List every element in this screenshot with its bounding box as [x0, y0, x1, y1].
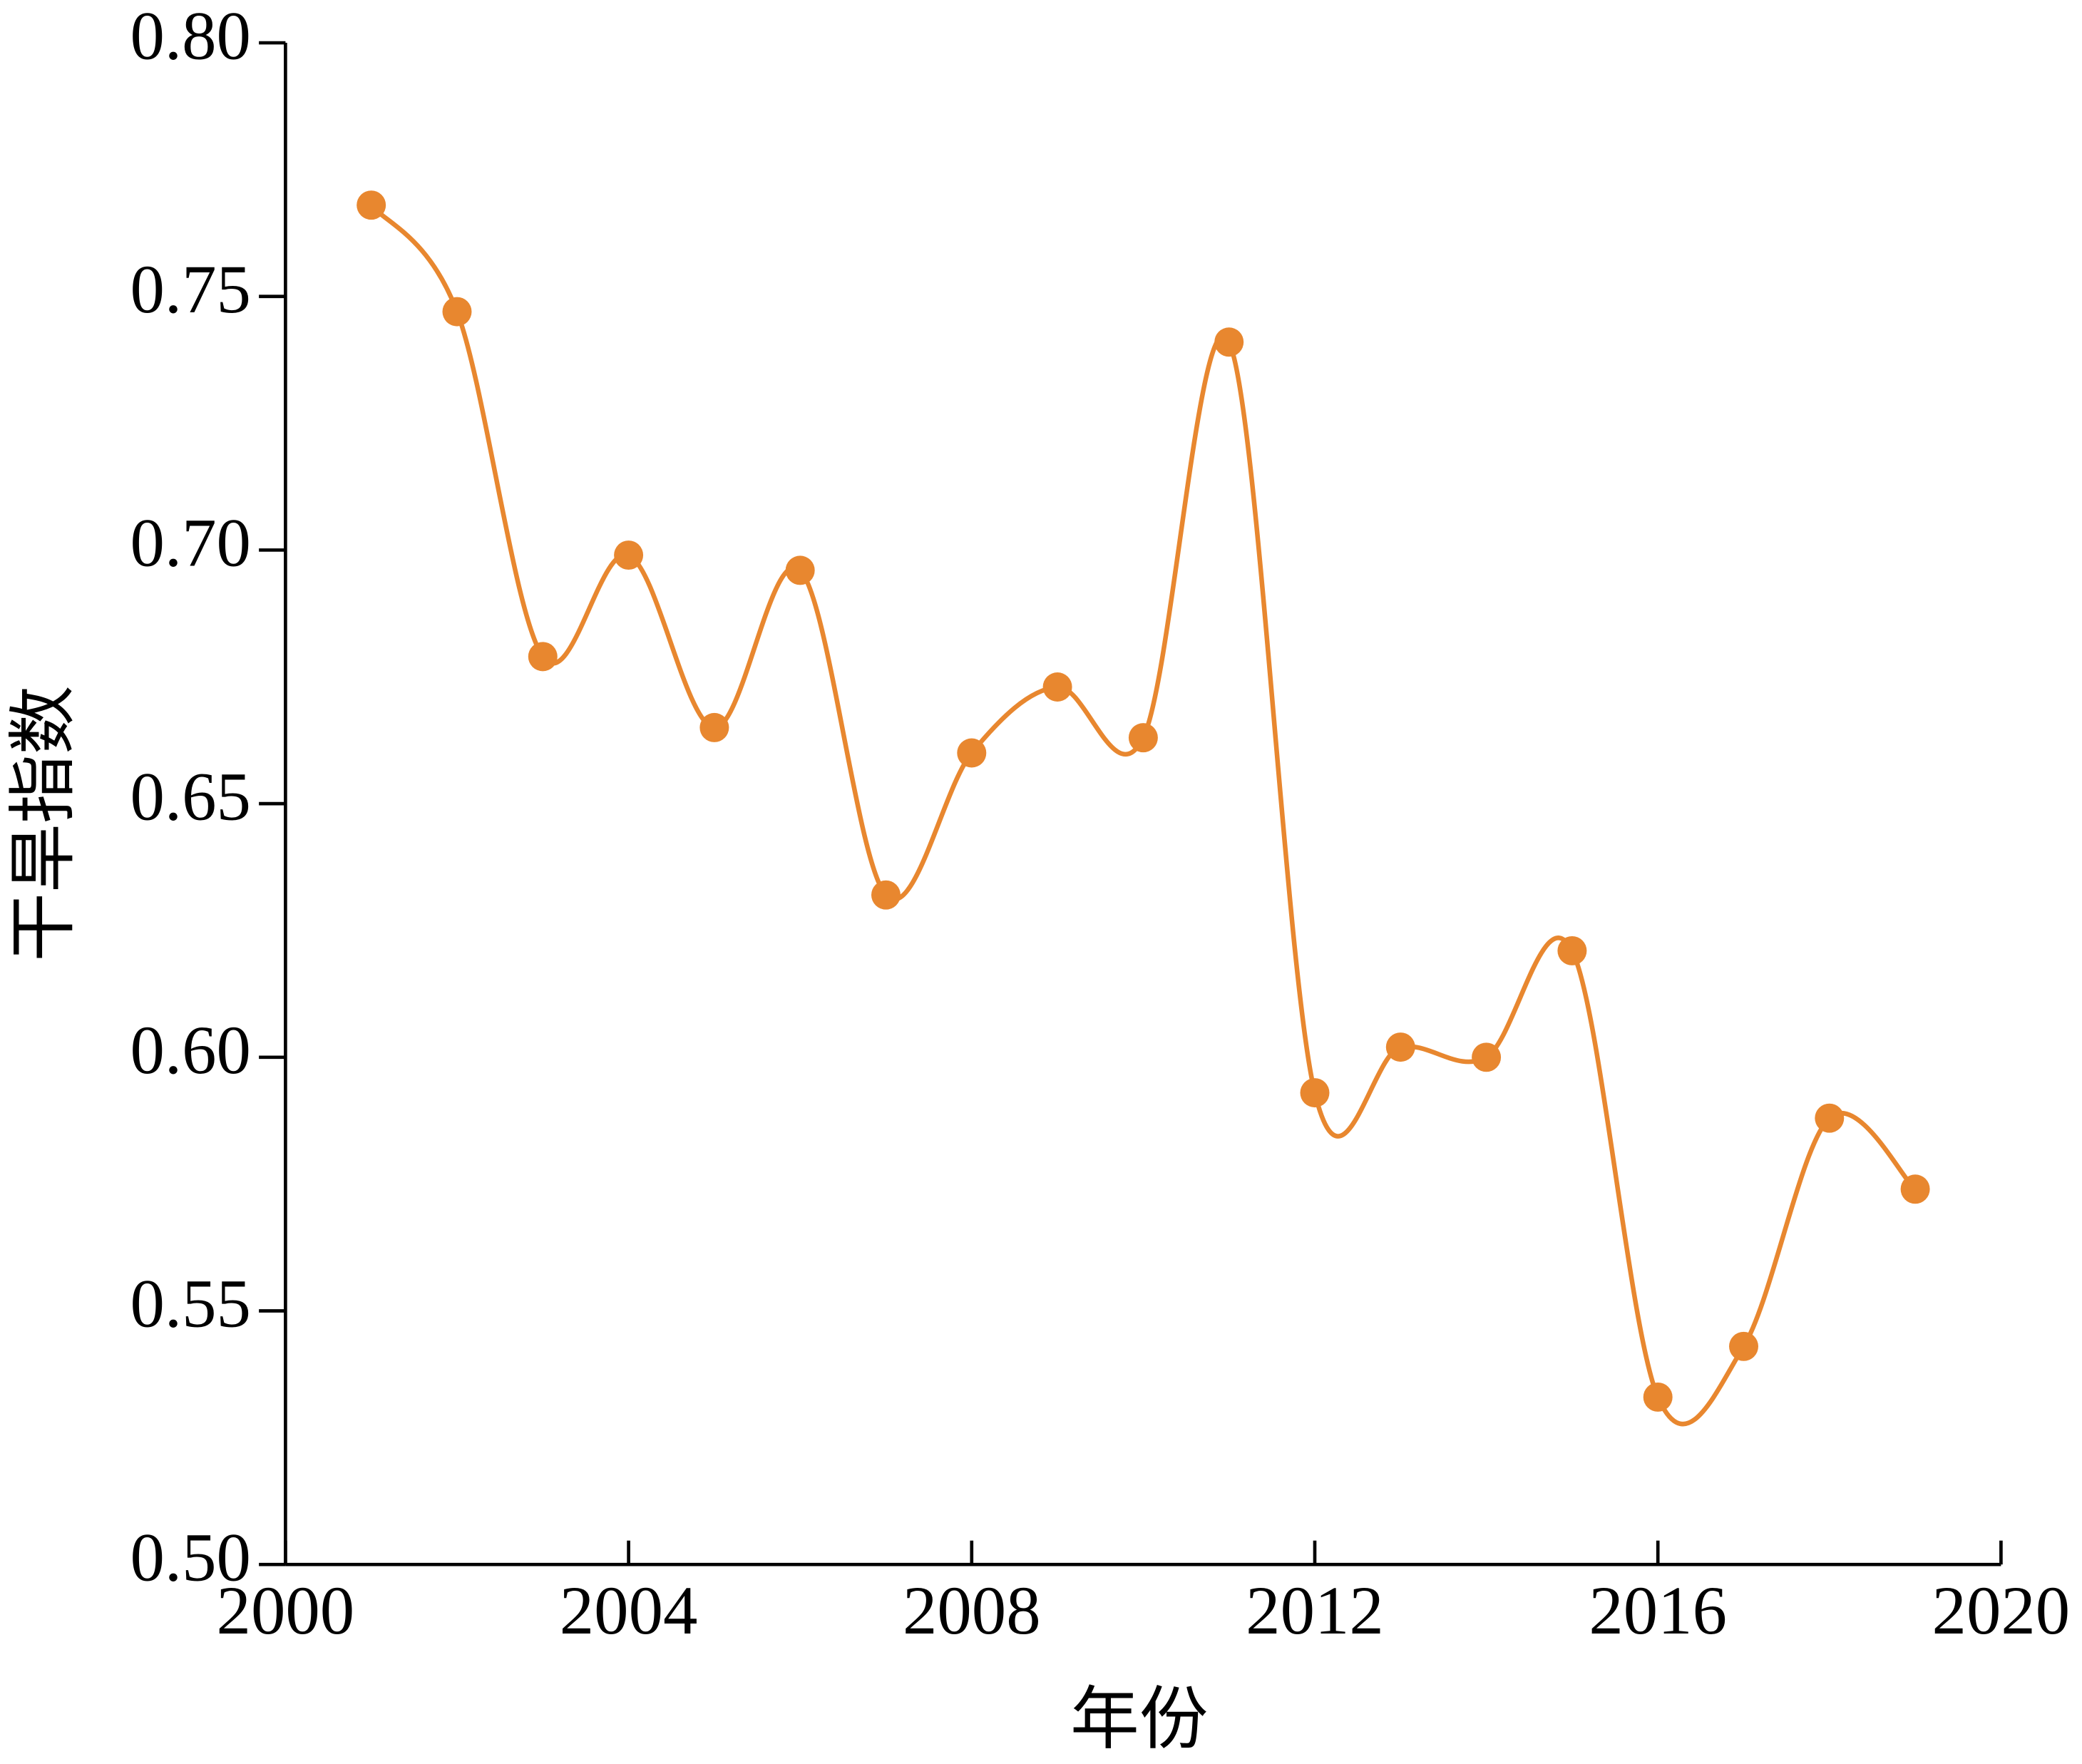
data-point: [614, 540, 644, 570]
data-point: [442, 297, 472, 327]
series-line: [369, 203, 1917, 1427]
data-point: [1815, 1103, 1845, 1133]
y-axis-title: 干旱指数: [2, 685, 83, 961]
x-tick-label: 2012: [1246, 1572, 1384, 1648]
data-point: [1300, 1078, 1330, 1108]
data-point: [1557, 935, 1587, 965]
data-point: [871, 880, 901, 910]
data-point: [1385, 1032, 1415, 1062]
x-tick-label: 2000: [217, 1572, 355, 1648]
y-tick-label: 0.80: [130, 0, 251, 73]
data-point: [785, 555, 815, 585]
data-point: [357, 190, 386, 220]
x-tick-label: 2008: [903, 1572, 1041, 1648]
data-point: [1214, 327, 1244, 357]
y-tick-label: 0.70: [130, 505, 251, 581]
y-tick-label: 0.75: [130, 251, 251, 327]
x-axis-title: 年份: [1070, 1678, 1209, 1759]
data-point: [699, 712, 729, 742]
y-tick-label: 0.65: [130, 758, 251, 834]
y-tick-label: 0.55: [130, 1266, 251, 1342]
data-point: [957, 738, 987, 768]
x-tick-label: 2016: [1589, 1572, 1727, 1648]
data-point: [1729, 1331, 1758, 1361]
data-point: [1643, 1382, 1673, 1412]
y-tick-label: 0.50: [130, 1519, 251, 1595]
x-tick-label: 2004: [560, 1572, 698, 1648]
data-point: [1472, 1042, 1502, 1072]
y-tick-label: 0.60: [130, 1012, 251, 1088]
data-point: [528, 642, 558, 672]
data-point: [1042, 672, 1072, 702]
data-point: [1900, 1174, 1930, 1204]
data-point: [1128, 723, 1158, 753]
x-tick-label: 2020: [1932, 1572, 2071, 1648]
